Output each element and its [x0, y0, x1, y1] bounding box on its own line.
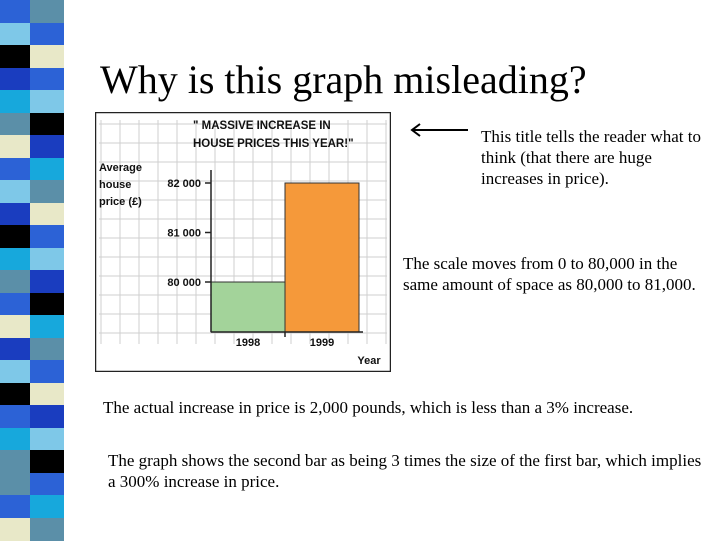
- y-axis-label: Average: [99, 162, 142, 174]
- stripe-block: [0, 202, 30, 226]
- stripe-block: [30, 450, 64, 473]
- stripe-block: [30, 135, 64, 158]
- stripe-block: [30, 180, 64, 203]
- stripe-block: [0, 180, 30, 203]
- x-tick-label: 1999: [310, 337, 334, 349]
- stripe-block: [30, 90, 64, 113]
- stripe-block: [30, 112, 64, 136]
- chart-grid: [99, 120, 387, 344]
- stripe-block: [30, 315, 64, 338]
- stripe-block: [0, 315, 30, 338]
- stripe-block: [0, 112, 30, 136]
- bar-1998: [210, 281, 286, 333]
- chart-title: HOUSE PRICES THIS YEAR!": [193, 138, 354, 150]
- stripe-block: [0, 495, 30, 518]
- note-bar-size: The graph shows the second bar as being …: [108, 451, 702, 491]
- note-title-explanation: This title tells the reader what to thin…: [481, 127, 701, 188]
- stripe-block: [30, 382, 64, 406]
- stripe-block: [30, 360, 64, 383]
- stripe-block: [0, 427, 30, 451]
- chart-bars: [210, 182, 360, 333]
- y-tick-label: 80 000: [167, 277, 201, 289]
- misleading-bar-chart: 80 000 81 000 82 000 1998 1999 Year Average hou…: [95, 112, 391, 372]
- slide-title: Why is this graph misleading?: [100, 57, 587, 102]
- note-actual-increase: The actual increase in price is 2,000 po…: [103, 398, 634, 417]
- stripe-block: [0, 382, 30, 406]
- arrow-left-icon: [410, 123, 468, 137]
- stripe-block: [30, 247, 64, 271]
- note-scale-explanation: The scale moves from 0 to 80,000 in the …: [403, 254, 696, 294]
- stripe-block: [0, 0, 30, 23]
- stripe-block: [0, 472, 30, 496]
- y-axis-label: house: [99, 179, 131, 191]
- stripe-block: [30, 45, 64, 68]
- decorative-stripe: [0, 0, 64, 541]
- chart-axes: [205, 170, 363, 337]
- stripe-block: [30, 157, 64, 181]
- stripe-block: [30, 202, 64, 226]
- stripe-block: [30, 292, 64, 316]
- stripe-block: [0, 337, 30, 361]
- stripe-block: [30, 67, 64, 91]
- bar-1999: [284, 182, 360, 333]
- stripe-block: [0, 405, 30, 428]
- stripe-block: [30, 472, 64, 496]
- stripe-block: [0, 45, 30, 68]
- stripe-block: [30, 427, 64, 451]
- stripe-block: [0, 517, 30, 541]
- stripe-block: [0, 67, 30, 91]
- y-tick-label: 81 000: [167, 228, 201, 240]
- stripe-block: [0, 157, 30, 181]
- chart-title: " MASSIVE INCREASE IN: [193, 120, 331, 132]
- stripe-block: [0, 360, 30, 383]
- stripe-block: [0, 135, 30, 158]
- stripe-block: [30, 337, 64, 361]
- x-axis-label: Year: [357, 355, 381, 367]
- stripe-block: [30, 517, 64, 541]
- stripe-block: [30, 22, 64, 46]
- stripe-block: [0, 270, 30, 293]
- y-tick-label: 82 000: [167, 178, 201, 190]
- stripe-block: [0, 247, 30, 271]
- y-axis-label: price (£): [99, 196, 142, 208]
- chart-labels: 80 000 81 000 82 000 1998 1999 Year Average hou…: [99, 120, 381, 367]
- stripe-block: [30, 405, 64, 428]
- stripe-block: [30, 225, 64, 248]
- chart-svg: 80 000 81 000 82 000 1998 1999 Year Average hou…: [95, 112, 391, 372]
- stripe-block: [0, 90, 30, 113]
- x-tick-label: 1998: [236, 337, 260, 349]
- stripe-block: [0, 450, 30, 473]
- stripe-block: [30, 495, 64, 518]
- stripe-block: [0, 225, 30, 248]
- stripe-block: [30, 270, 64, 293]
- stripe-block: [0, 292, 30, 316]
- stripe-block: [30, 0, 64, 23]
- stripe-block: [0, 22, 30, 46]
